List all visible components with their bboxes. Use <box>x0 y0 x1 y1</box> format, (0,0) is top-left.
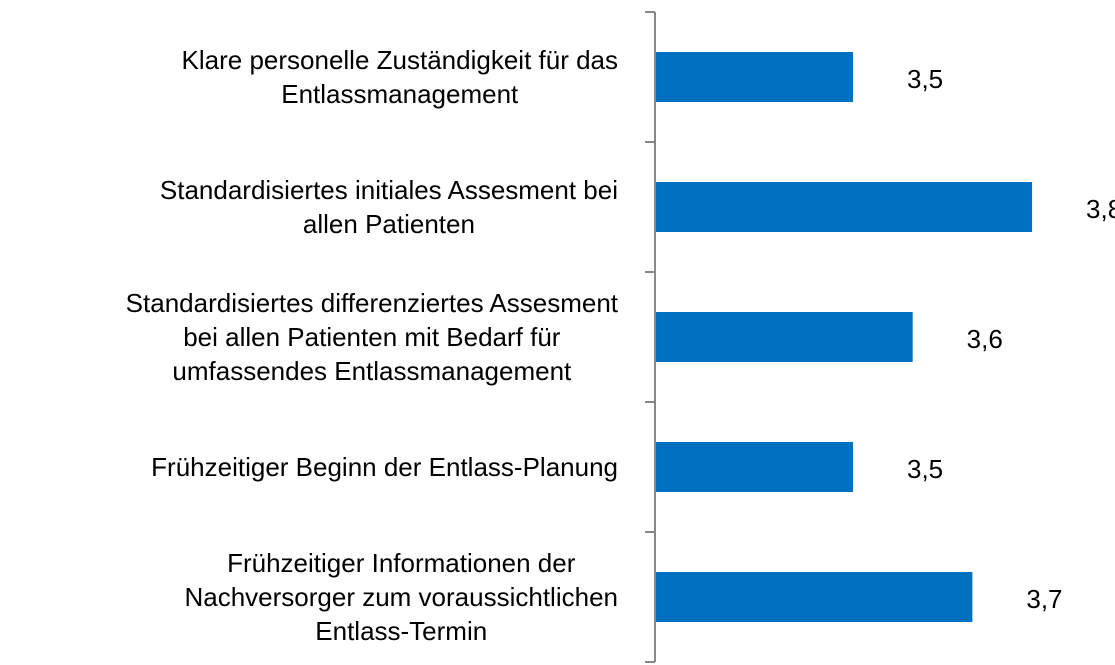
category-label: Klare personelle Zuständigkeit für das E… <box>181 45 618 109</box>
bar <box>656 52 853 102</box>
value-label: 3,8 <box>1086 194 1115 224</box>
value-label: 3,5 <box>907 454 943 484</box>
category-label: Standardisiertes initiales Assesment bei… <box>159 175 618 239</box>
category-label: Standardisiertes differenziertes Assesme… <box>125 288 618 386</box>
category-label: Frühzeitiger Informationen der Nachverso… <box>184 548 618 646</box>
value-label: 3,5 <box>907 64 943 94</box>
bar <box>656 572 973 622</box>
value-label: 3,7 <box>1026 584 1062 614</box>
value-label: 3,6 <box>967 324 1003 354</box>
bar <box>656 442 853 492</box>
category-label: Frühzeitiger Beginn der Entlass-Planung <box>151 452 618 482</box>
bar <box>656 312 913 362</box>
bar <box>656 182 1033 232</box>
